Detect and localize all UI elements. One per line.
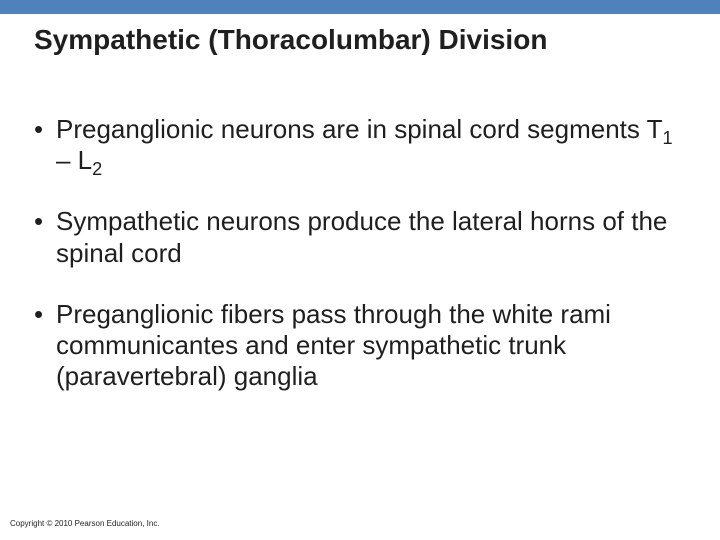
slide-title: Sympathetic (Thoracolumbar) Division: [34, 24, 547, 56]
bullet-marker: •: [34, 206, 56, 237]
copyright-text: Copyright © 2010 Pearson Education, Inc.: [10, 519, 160, 528]
slide: Sympathetic (Thoracolumbar) Division •Pr…: [0, 0, 720, 540]
bullet-1-mid: – L: [56, 145, 92, 175]
bullet-2-text: Sympathetic neurons produce the lateral …: [56, 206, 667, 267]
bullet-2: •Sympathetic neurons produce the lateral…: [34, 206, 686, 268]
bullet-marker: •: [34, 299, 56, 330]
bullet-3: •Preganglionic fibers pass through the w…: [34, 299, 686, 393]
bullet-1-pre: Preganglionic neurons are in spinal cord…: [56, 114, 663, 144]
bullet-1-sub1: 1: [663, 128, 673, 148]
slide-body: •Preganglionic neurons are in spinal cor…: [34, 114, 686, 422]
bullet-3-text: Preganglionic fibers pass through the wh…: [56, 299, 611, 391]
bullet-marker: •: [34, 114, 56, 145]
top-accent-bar: [0, 0, 720, 14]
bullet-1: •Preganglionic neurons are in spinal cor…: [34, 114, 686, 176]
bullet-1-sub2: 2: [92, 159, 102, 179]
